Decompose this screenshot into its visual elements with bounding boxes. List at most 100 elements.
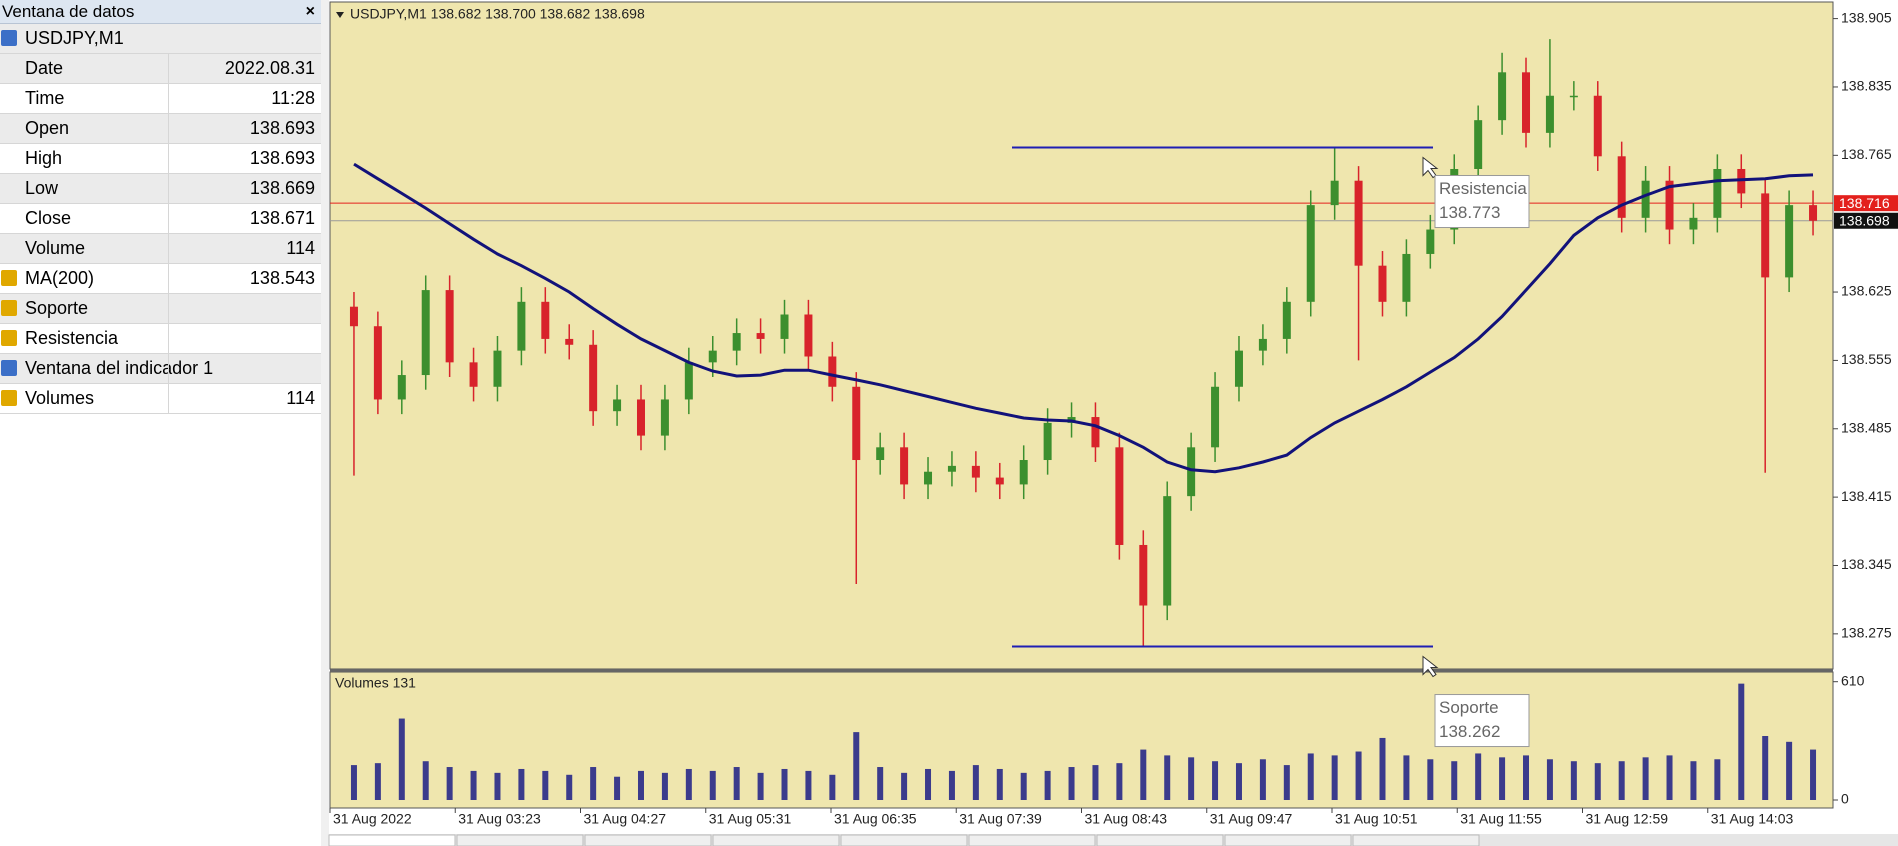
volume-bar (1307, 753, 1314, 800)
volume-bar (733, 767, 740, 800)
volume-bar (853, 732, 860, 800)
candle-body (1522, 72, 1531, 133)
volume-bar (972, 765, 979, 800)
candle-body (828, 356, 837, 387)
volume-bar (1451, 761, 1458, 800)
candle-body (1115, 447, 1124, 545)
volume-tick-label: 610 (1841, 672, 1865, 688)
volume-bar (542, 770, 549, 800)
data-row: MA(200) 138.543 (0, 264, 321, 294)
tab[interactable] (840, 834, 968, 846)
y-tick-label: 138.485 (1841, 419, 1892, 435)
volume-bar (1164, 755, 1171, 800)
volume-bar (1786, 741, 1793, 800)
row-icon (1, 270, 17, 286)
close-button[interactable]: × (305, 3, 315, 20)
row-label: Soporte (25, 298, 89, 318)
candle-body (349, 306, 358, 327)
tab[interactable] (584, 834, 712, 846)
volume-bar (1092, 765, 1099, 800)
volume-bar (1642, 757, 1649, 800)
tooltip-value: 138.262 (1439, 722, 1500, 741)
chart-header: USDJPY,M1 138.682 138.700 138.682 138.69… (350, 6, 645, 22)
candle-body (1211, 386, 1220, 448)
candle-body (971, 465, 980, 478)
volume-tick-label: 0 (1841, 791, 1849, 807)
tab[interactable] (1224, 834, 1352, 846)
candle-body (1617, 156, 1626, 218)
tab[interactable] (1096, 834, 1224, 846)
data-row: Low 138.669 (0, 174, 321, 204)
x-tick-label: 31 Aug 07:39 (959, 811, 1042, 827)
volume-bar (996, 768, 1003, 800)
volume-bar (1140, 749, 1147, 800)
volume-bar (590, 767, 597, 800)
volume-bar (350, 765, 357, 800)
volume-bar (637, 770, 644, 800)
y-tick-label: 138.625 (1841, 283, 1892, 299)
data-row: Volumes 114 (0, 384, 321, 414)
candle-body (1306, 205, 1315, 302)
row-label: Ventana del indicador 1 (25, 358, 214, 378)
data-row: Volume 114 (0, 234, 321, 264)
volume-bar (1523, 755, 1530, 800)
x-tick-label: 31 Aug 04:27 (584, 811, 667, 827)
volume-bar (470, 770, 477, 800)
column-separator (168, 324, 169, 353)
candle-body (1785, 205, 1794, 278)
volume-bar (877, 767, 884, 800)
candle-body (613, 399, 622, 412)
tab[interactable] (712, 834, 840, 846)
candle-body (1761, 193, 1770, 278)
data-window-header: Ventana de datos × (0, 0, 321, 24)
candle-body (1593, 95, 1602, 157)
candle-body (708, 350, 717, 363)
candle-body (995, 477, 1004, 485)
volume-bar (1188, 757, 1195, 800)
row-value: 138.693 (249, 148, 315, 168)
tab[interactable] (1352, 834, 1480, 846)
candle-body (1282, 301, 1291, 339)
price-label-bg (1834, 195, 1898, 212)
tab[interactable] (328, 834, 456, 846)
y-tick-label: 138.905 (1841, 9, 1892, 25)
candle-body (1234, 350, 1243, 387)
candle-body (373, 326, 382, 400)
candle-body (541, 301, 550, 339)
row-label: High (25, 148, 63, 168)
row-icon (1, 30, 17, 46)
row-label: Resistencia (25, 328, 119, 348)
x-tick-label: 31 Aug 12:59 (1586, 811, 1669, 827)
volume-bar (661, 772, 668, 800)
volume-bar (566, 774, 573, 800)
volume-bar (374, 763, 381, 800)
splitter[interactable] (321, 0, 329, 846)
x-tick-label: 31 Aug 05:31 (709, 811, 792, 827)
row-icon (1, 330, 17, 346)
column-separator (168, 174, 169, 203)
row-label: Low (25, 178, 59, 198)
row-value: 114 (286, 388, 315, 408)
volume-bar (1690, 761, 1697, 800)
candle-body (1091, 417, 1100, 448)
x-tick-label: 31 Aug 08:43 (1085, 811, 1168, 827)
data-row: Soporte (0, 294, 321, 324)
volume-bar (446, 767, 453, 800)
volume-bar (494, 772, 501, 800)
volume-bar (1666, 755, 1673, 800)
tab[interactable] (456, 834, 584, 846)
row-icon (1, 360, 17, 376)
candle-body (780, 314, 789, 339)
y-tick-label: 138.345 (1841, 556, 1892, 572)
candle-body (421, 290, 430, 376)
candle-body (1139, 544, 1148, 606)
tab[interactable] (968, 834, 1096, 846)
volume-bar (1762, 736, 1769, 800)
volume-bar (1379, 737, 1386, 800)
candle-body (947, 465, 956, 472)
volume-bar (1355, 751, 1362, 800)
main-pane (329, 1, 1834, 670)
row-value: 138.671 (249, 208, 315, 228)
price-label-bg (1834, 212, 1898, 229)
